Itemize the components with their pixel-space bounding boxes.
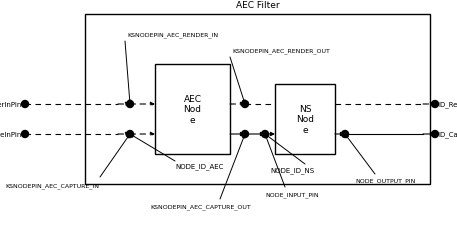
Circle shape: [431, 101, 439, 108]
Circle shape: [341, 131, 349, 138]
Circle shape: [127, 101, 133, 108]
Circle shape: [241, 101, 249, 108]
Circle shape: [261, 131, 269, 138]
Text: NODE_ID_NS: NODE_ID_NS: [270, 166, 314, 173]
Text: KSNODEPIN_AEC_RENDER_IN: KSNODEPIN_AEC_RENDER_IN: [127, 32, 218, 38]
Text: NODE_INPUT_PIN: NODE_INPUT_PIN: [265, 191, 319, 197]
Circle shape: [21, 131, 28, 138]
Circle shape: [241, 131, 249, 138]
Text: AEC Filter: AEC Filter: [236, 1, 279, 10]
Circle shape: [21, 101, 28, 108]
Circle shape: [431, 131, 439, 138]
Text: NS
Nod
e: NS Nod e: [296, 105, 314, 134]
Text: NODE_ID_AEC: NODE_ID_AEC: [175, 162, 223, 169]
Text: KSNODEPIN_AEC_CAPTURE_IN: KSNODEPIN_AEC_CAPTURE_IN: [5, 182, 99, 188]
Bar: [275, 85, 335, 154]
Text: KSNODEPIN_AEC_RENDER_OUT: KSNODEPIN_AEC_RENDER_OUT: [232, 48, 330, 54]
Text: NODE_OUTPUT_PIN: NODE_OUTPUT_PIN: [355, 177, 415, 183]
Text: ID_CaptureInPin: ID_CaptureInPin: [0, 131, 22, 138]
Bar: [85, 15, 430, 184]
Circle shape: [127, 131, 133, 138]
Text: ID_CaptureOutPin: ID_CaptureOutPin: [438, 131, 457, 138]
Bar: [155, 65, 230, 154]
Text: ID_RenderInPin: ID_RenderInPin: [0, 101, 22, 108]
Text: KSNODEPIN_AEC_CAPTURE_OUT: KSNODEPIN_AEC_CAPTURE_OUT: [150, 203, 251, 209]
Text: ID_RenderOutPin: ID_RenderOutPin: [438, 101, 457, 108]
Text: AEC
Nod
e: AEC Nod e: [184, 95, 202, 124]
